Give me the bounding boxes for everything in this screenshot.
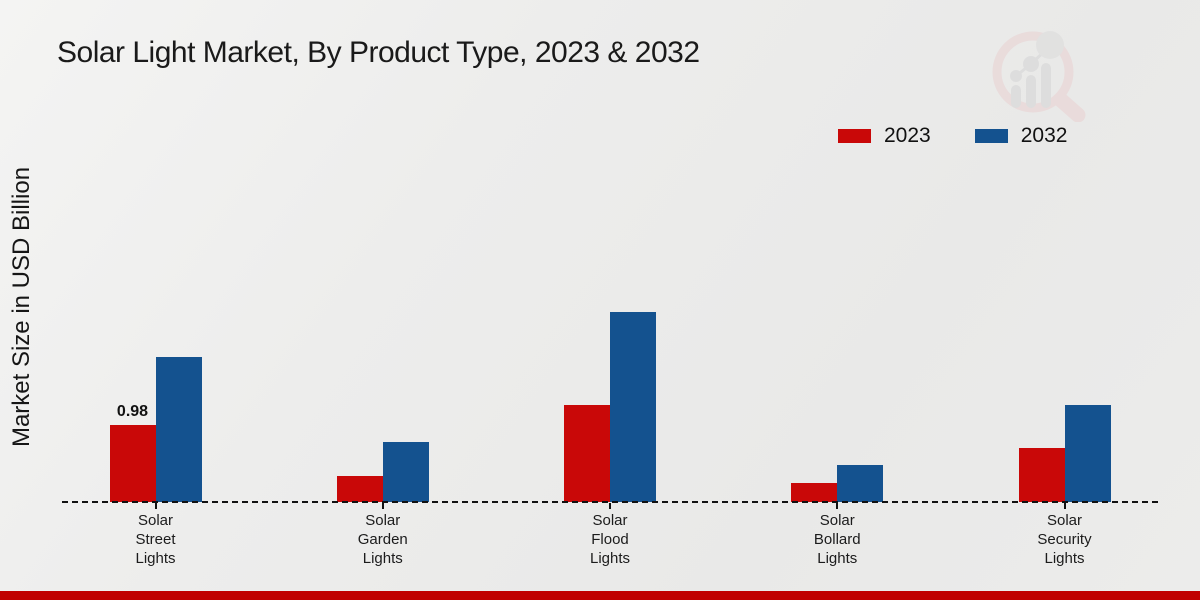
legend-label-2032: 2032	[1020, 124, 1068, 147]
x-category-label: Solar Street Lights	[135, 512, 176, 567]
bar-2023-solar-garden-lights	[336, 476, 383, 502]
bar-2032-solar-flood-lights	[610, 312, 656, 502]
x-category-label: Solar Flood Lights	[589, 512, 631, 567]
legend-label-2023: 2023	[884, 124, 931, 147]
magnifier-ring-icon	[992, 31, 1074, 113]
bar-2032-solar-security-lights	[1064, 405, 1111, 502]
legend-swatch-2032	[974, 129, 1008, 143]
market-research-future-logo-watermark	[992, 31, 1086, 122]
bar-icon	[1011, 85, 1021, 108]
bar-value-label: 0.98	[116, 403, 149, 420]
x-category-label: Solar Security Lights	[1037, 512, 1092, 567]
bar-2032-solar-bollard-lights	[837, 465, 884, 502]
bottom-accent-bar	[0, 591, 1200, 600]
x-axis-tick	[836, 503, 839, 509]
x-axis-tick	[154, 503, 157, 509]
bar-2023-solar-street-lights	[109, 425, 156, 502]
bar-2023-solar-security-lights	[1018, 448, 1065, 502]
x-axis-tick	[609, 503, 611, 509]
legend-swatch-2023	[838, 129, 871, 143]
trend-dot-icon	[1023, 56, 1039, 72]
trend-dot-icon	[1010, 70, 1022, 82]
legend-item-2023: 2023	[838, 124, 931, 148]
bar-2032-solar-garden-lights	[382, 442, 429, 502]
y-axis-label: Market Size in USD Billion	[8, 166, 35, 448]
bar-2023-solar-bollard-lights	[791, 483, 838, 502]
bar-2032-solar-street-lights	[155, 357, 202, 502]
magnifier-handle-icon	[1053, 92, 1086, 122]
legend-item-2032: 2032	[974, 124, 1068, 148]
bar-2023-solar-flood-lights	[564, 405, 610, 502]
trend-dot-icon	[1036, 31, 1064, 59]
legend: 2023 2032	[838, 124, 1067, 148]
bar-icon	[1041, 63, 1051, 108]
x-axis-baseline	[62, 501, 1158, 503]
x-category-label: Solar Bollard Lights	[813, 512, 861, 567]
chart-title: Solar Light Market, By Product Type, 202…	[57, 36, 700, 69]
x-category-label: Solar Garden Lights	[357, 512, 408, 567]
bar-icon	[1026, 75, 1036, 108]
x-axis-tick	[381, 503, 384, 509]
x-axis-tick	[1063, 503, 1066, 509]
